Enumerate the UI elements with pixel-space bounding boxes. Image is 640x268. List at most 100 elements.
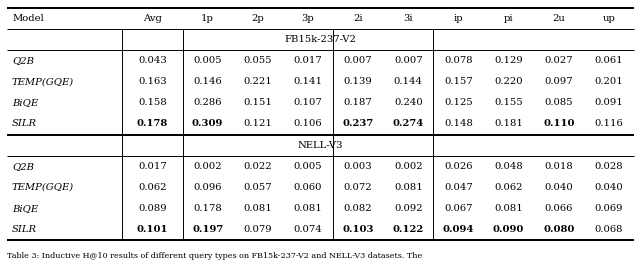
Text: Q2B: Q2B <box>12 56 34 65</box>
Text: 0.074: 0.074 <box>294 225 323 234</box>
Text: 1p: 1p <box>201 14 214 23</box>
Text: 0.178: 0.178 <box>193 204 222 213</box>
Text: SILR: SILR <box>12 225 37 234</box>
Text: 0.068: 0.068 <box>595 225 623 234</box>
Text: 0.061: 0.061 <box>595 56 623 65</box>
Text: 0.018: 0.018 <box>545 162 573 171</box>
Text: 0.047: 0.047 <box>444 183 473 192</box>
Text: BiQE: BiQE <box>12 98 38 107</box>
Text: TEMP(GQE): TEMP(GQE) <box>12 77 74 86</box>
Text: 0.081: 0.081 <box>294 204 323 213</box>
Text: 0.069: 0.069 <box>595 204 623 213</box>
Text: 0.092: 0.092 <box>394 204 422 213</box>
Text: 0.155: 0.155 <box>494 98 523 107</box>
Text: 0.237: 0.237 <box>342 120 374 128</box>
Text: 0.027: 0.027 <box>545 56 573 65</box>
Text: 0.081: 0.081 <box>243 204 272 213</box>
Text: pi: pi <box>504 14 513 23</box>
Text: 0.080: 0.080 <box>543 225 575 234</box>
Text: 0.197: 0.197 <box>192 225 223 234</box>
Text: 0.163: 0.163 <box>138 77 166 86</box>
Text: 0.060: 0.060 <box>294 183 322 192</box>
Text: 0.072: 0.072 <box>344 183 372 192</box>
Text: Model: Model <box>12 14 44 23</box>
Text: 0.007: 0.007 <box>344 56 372 65</box>
Text: 0.091: 0.091 <box>595 98 623 107</box>
Text: up: up <box>602 14 615 23</box>
Text: 0.201: 0.201 <box>595 77 623 86</box>
Text: 0.097: 0.097 <box>545 77 573 86</box>
Text: 0.082: 0.082 <box>344 204 372 213</box>
Text: 0.148: 0.148 <box>444 120 473 128</box>
Text: 0.005: 0.005 <box>294 162 323 171</box>
Text: 0.122: 0.122 <box>393 225 424 234</box>
Text: ip: ip <box>454 14 463 23</box>
Text: 0.067: 0.067 <box>444 204 473 213</box>
Text: 0.090: 0.090 <box>493 225 524 234</box>
Text: BiQE: BiQE <box>12 204 38 213</box>
Text: 0.002: 0.002 <box>394 162 422 171</box>
Text: 0.005: 0.005 <box>193 56 222 65</box>
Text: 0.040: 0.040 <box>595 183 623 192</box>
Text: TEMP(GQE): TEMP(GQE) <box>12 183 74 192</box>
Text: 0.157: 0.157 <box>444 77 473 86</box>
Text: 0.139: 0.139 <box>344 77 372 86</box>
Text: 0.022: 0.022 <box>243 162 272 171</box>
Text: 0.081: 0.081 <box>394 183 422 192</box>
Text: 0.178: 0.178 <box>136 120 168 128</box>
Text: 0.057: 0.057 <box>243 183 272 192</box>
Text: 0.240: 0.240 <box>394 98 422 107</box>
Text: 0.309: 0.309 <box>192 120 223 128</box>
Text: 0.110: 0.110 <box>543 120 575 128</box>
Text: 0.048: 0.048 <box>494 162 523 171</box>
Text: 0.094: 0.094 <box>443 225 474 234</box>
Text: 0.066: 0.066 <box>545 204 573 213</box>
Text: 2p: 2p <box>252 14 264 23</box>
Text: 0.062: 0.062 <box>138 183 166 192</box>
Text: 0.158: 0.158 <box>138 98 166 107</box>
Text: 0.078: 0.078 <box>444 56 473 65</box>
Text: Table 3: Inductive H@10 results of different query types on FB15k-237-V2 and NEL: Table 3: Inductive H@10 results of diffe… <box>7 252 422 260</box>
Text: 0.017: 0.017 <box>138 162 166 171</box>
Text: 0.220: 0.220 <box>494 77 523 86</box>
Text: 0.096: 0.096 <box>193 183 222 192</box>
Text: 0.221: 0.221 <box>243 77 272 86</box>
Text: 0.274: 0.274 <box>393 120 424 128</box>
Text: NELL-V3: NELL-V3 <box>298 141 343 150</box>
Text: 0.079: 0.079 <box>243 225 272 234</box>
Text: 0.129: 0.129 <box>494 56 523 65</box>
Text: 0.146: 0.146 <box>193 77 222 86</box>
Text: 0.026: 0.026 <box>444 162 473 171</box>
Text: 0.116: 0.116 <box>595 120 623 128</box>
Text: 0.017: 0.017 <box>294 56 323 65</box>
Text: 3p: 3p <box>301 14 314 23</box>
Text: 0.089: 0.089 <box>138 204 166 213</box>
Text: FB15k-237-V2: FB15k-237-V2 <box>285 35 356 44</box>
Text: 0.003: 0.003 <box>344 162 372 171</box>
Text: 0.106: 0.106 <box>294 120 323 128</box>
Text: 0.040: 0.040 <box>545 183 573 192</box>
Text: 0.028: 0.028 <box>595 162 623 171</box>
Text: 0.144: 0.144 <box>394 77 423 86</box>
Text: 0.043: 0.043 <box>138 56 166 65</box>
Text: 0.121: 0.121 <box>243 120 272 128</box>
Text: 0.286: 0.286 <box>193 98 222 107</box>
Text: 0.062: 0.062 <box>494 183 523 192</box>
Text: 0.085: 0.085 <box>545 98 573 107</box>
Text: 0.141: 0.141 <box>294 77 323 86</box>
Text: 0.002: 0.002 <box>193 162 222 171</box>
Text: SILR: SILR <box>12 120 37 128</box>
Text: 0.055: 0.055 <box>243 56 272 65</box>
Text: 2u: 2u <box>552 14 565 23</box>
Text: 3i: 3i <box>403 14 413 23</box>
Text: 0.151: 0.151 <box>243 98 272 107</box>
Text: Q2B: Q2B <box>12 162 34 171</box>
Text: 0.007: 0.007 <box>394 56 422 65</box>
Text: 0.181: 0.181 <box>494 120 523 128</box>
Text: 2i: 2i <box>353 14 363 23</box>
Text: 0.081: 0.081 <box>494 204 523 213</box>
Text: 0.103: 0.103 <box>342 225 374 234</box>
Text: 0.101: 0.101 <box>136 225 168 234</box>
Text: Avg: Avg <box>143 14 162 23</box>
Text: 0.125: 0.125 <box>444 98 473 107</box>
